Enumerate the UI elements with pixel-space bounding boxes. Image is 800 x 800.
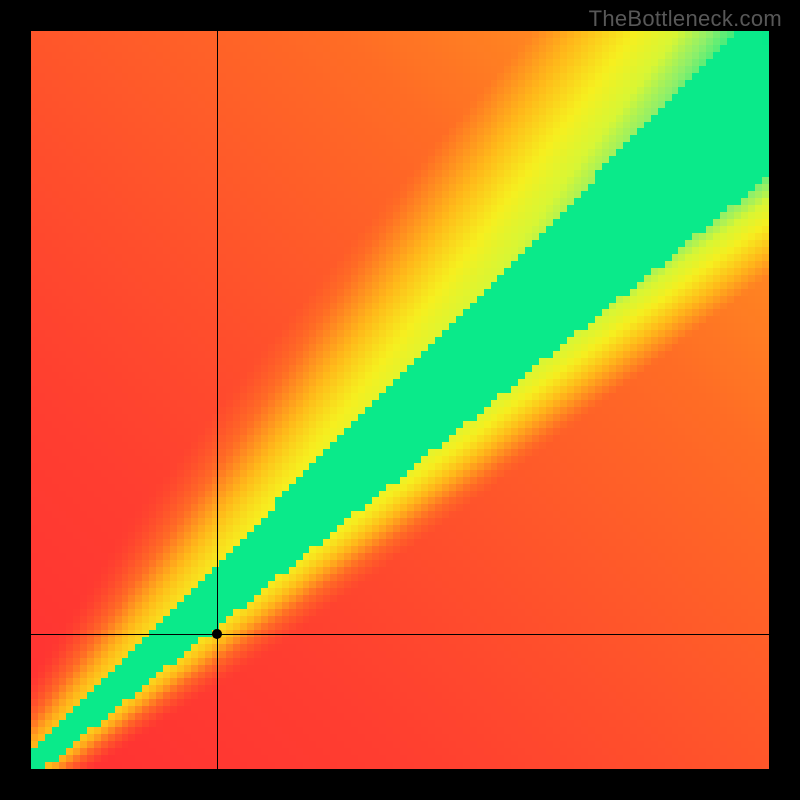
heatmap-canvas — [31, 31, 769, 769]
watermark-text: TheBottleneck.com — [589, 6, 782, 32]
heatmap-plot — [31, 31, 769, 769]
